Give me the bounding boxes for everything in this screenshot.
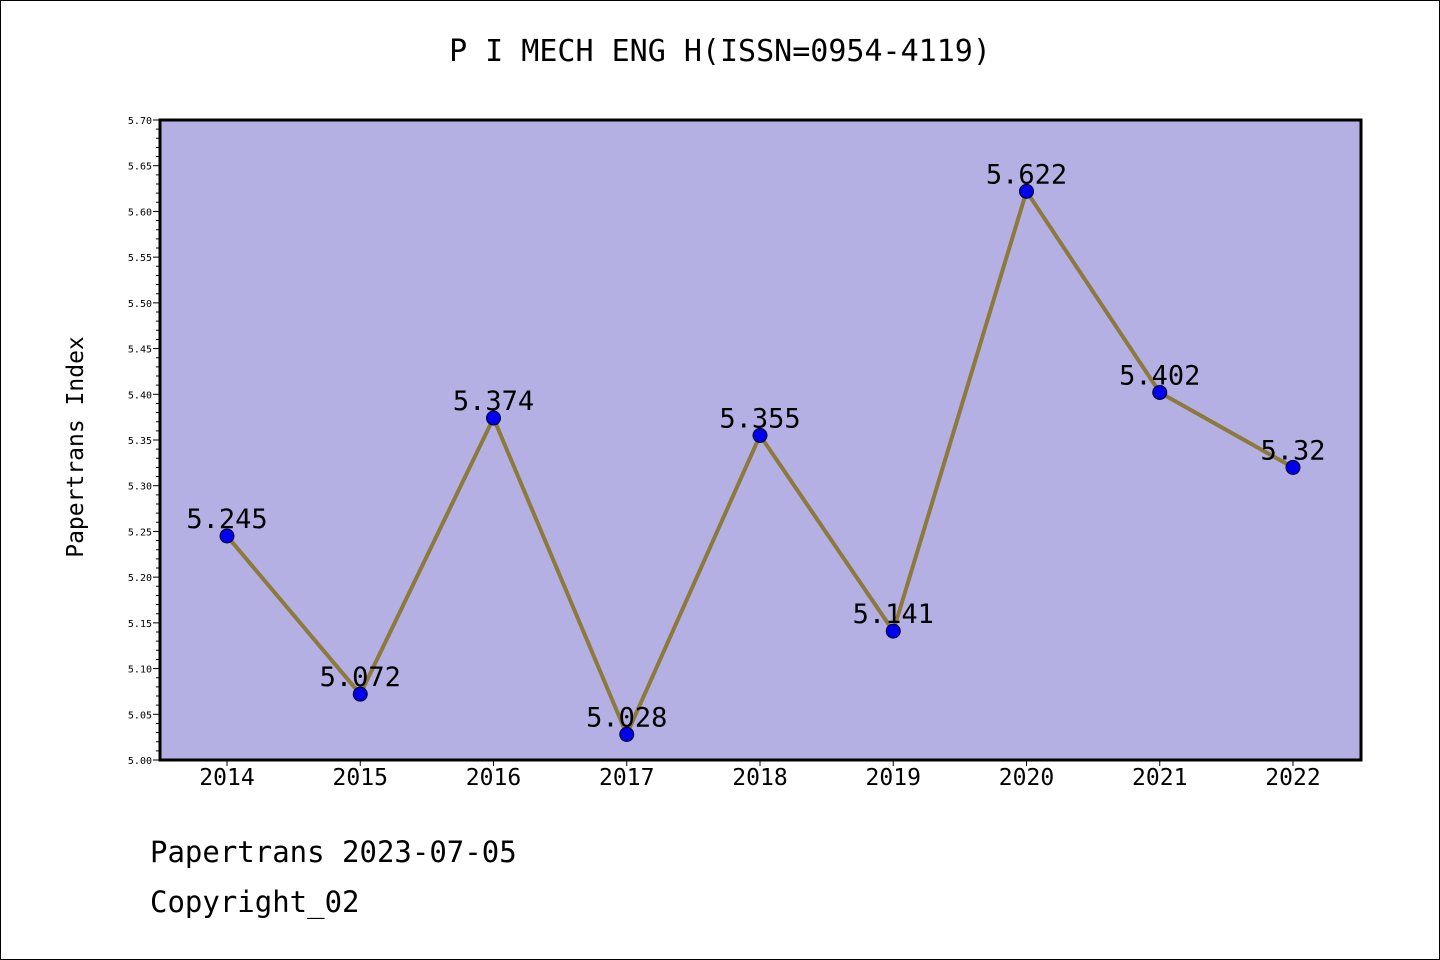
data-label: 5.072 [320,662,401,693]
x-tick-label: 2017 [599,765,654,791]
x-tick-label: 2018 [732,765,787,791]
y-tick-label: 5.65 [128,162,152,173]
x-tick-label: 2016 [466,765,521,791]
y-tick-label: 5.30 [128,482,152,493]
y-tick-label: 5.55 [128,253,152,264]
data-label: 5.245 [186,504,267,535]
data-point [752,427,768,443]
x-tick-label: 2019 [866,765,921,791]
data-point [219,528,235,544]
x-tick-label: 2022 [1265,765,1320,791]
y-tick-label: 5.60 [128,207,152,218]
data-label: 5.355 [719,403,800,434]
x-tick-label: 2020 [999,765,1054,791]
chart-title: P I MECH ENG H(ISSN=0954-4119) [449,34,991,69]
y-tick-label: 5.20 [128,573,152,584]
data-label: 5.32 [1260,435,1325,466]
y-tick-label: 5.15 [128,619,152,630]
plot-border [158,118,1363,762]
data-point [1285,459,1301,475]
data-label: 5.141 [853,599,934,630]
y-tick-label: 5.50 [128,299,152,310]
footer-date-text: Papertrans 2023-07-05 [150,835,517,869]
x-tick-label: 2021 [1132,765,1187,791]
data-point [1019,183,1034,199]
y-tick-label: 5.70 [128,116,152,127]
data-point [1152,384,1168,400]
y-tick-label: 5.45 [128,345,152,356]
y-tick-label: 5.35 [128,436,152,447]
x-tick-label: 2015 [333,765,388,791]
data-point [885,623,901,639]
data-label: 5.622 [986,159,1067,190]
data-label: 5.028 [586,702,667,733]
data-point [352,686,368,702]
x-tick-label: 2014 [199,765,254,791]
y-tick-label: 5.05 [128,710,152,721]
y-tick-label: 5.10 [128,665,152,676]
data-point [619,726,635,742]
y-tick-label: 5.25 [128,527,152,538]
y-tick-label: 5.40 [128,390,152,401]
y-tick-label: 5.00 [128,756,152,767]
footer-copyright-text: Copyright_02 [150,885,360,919]
data-label: 5.402 [1119,360,1200,391]
data-label: 5.374 [453,386,534,417]
data-point [486,410,501,426]
